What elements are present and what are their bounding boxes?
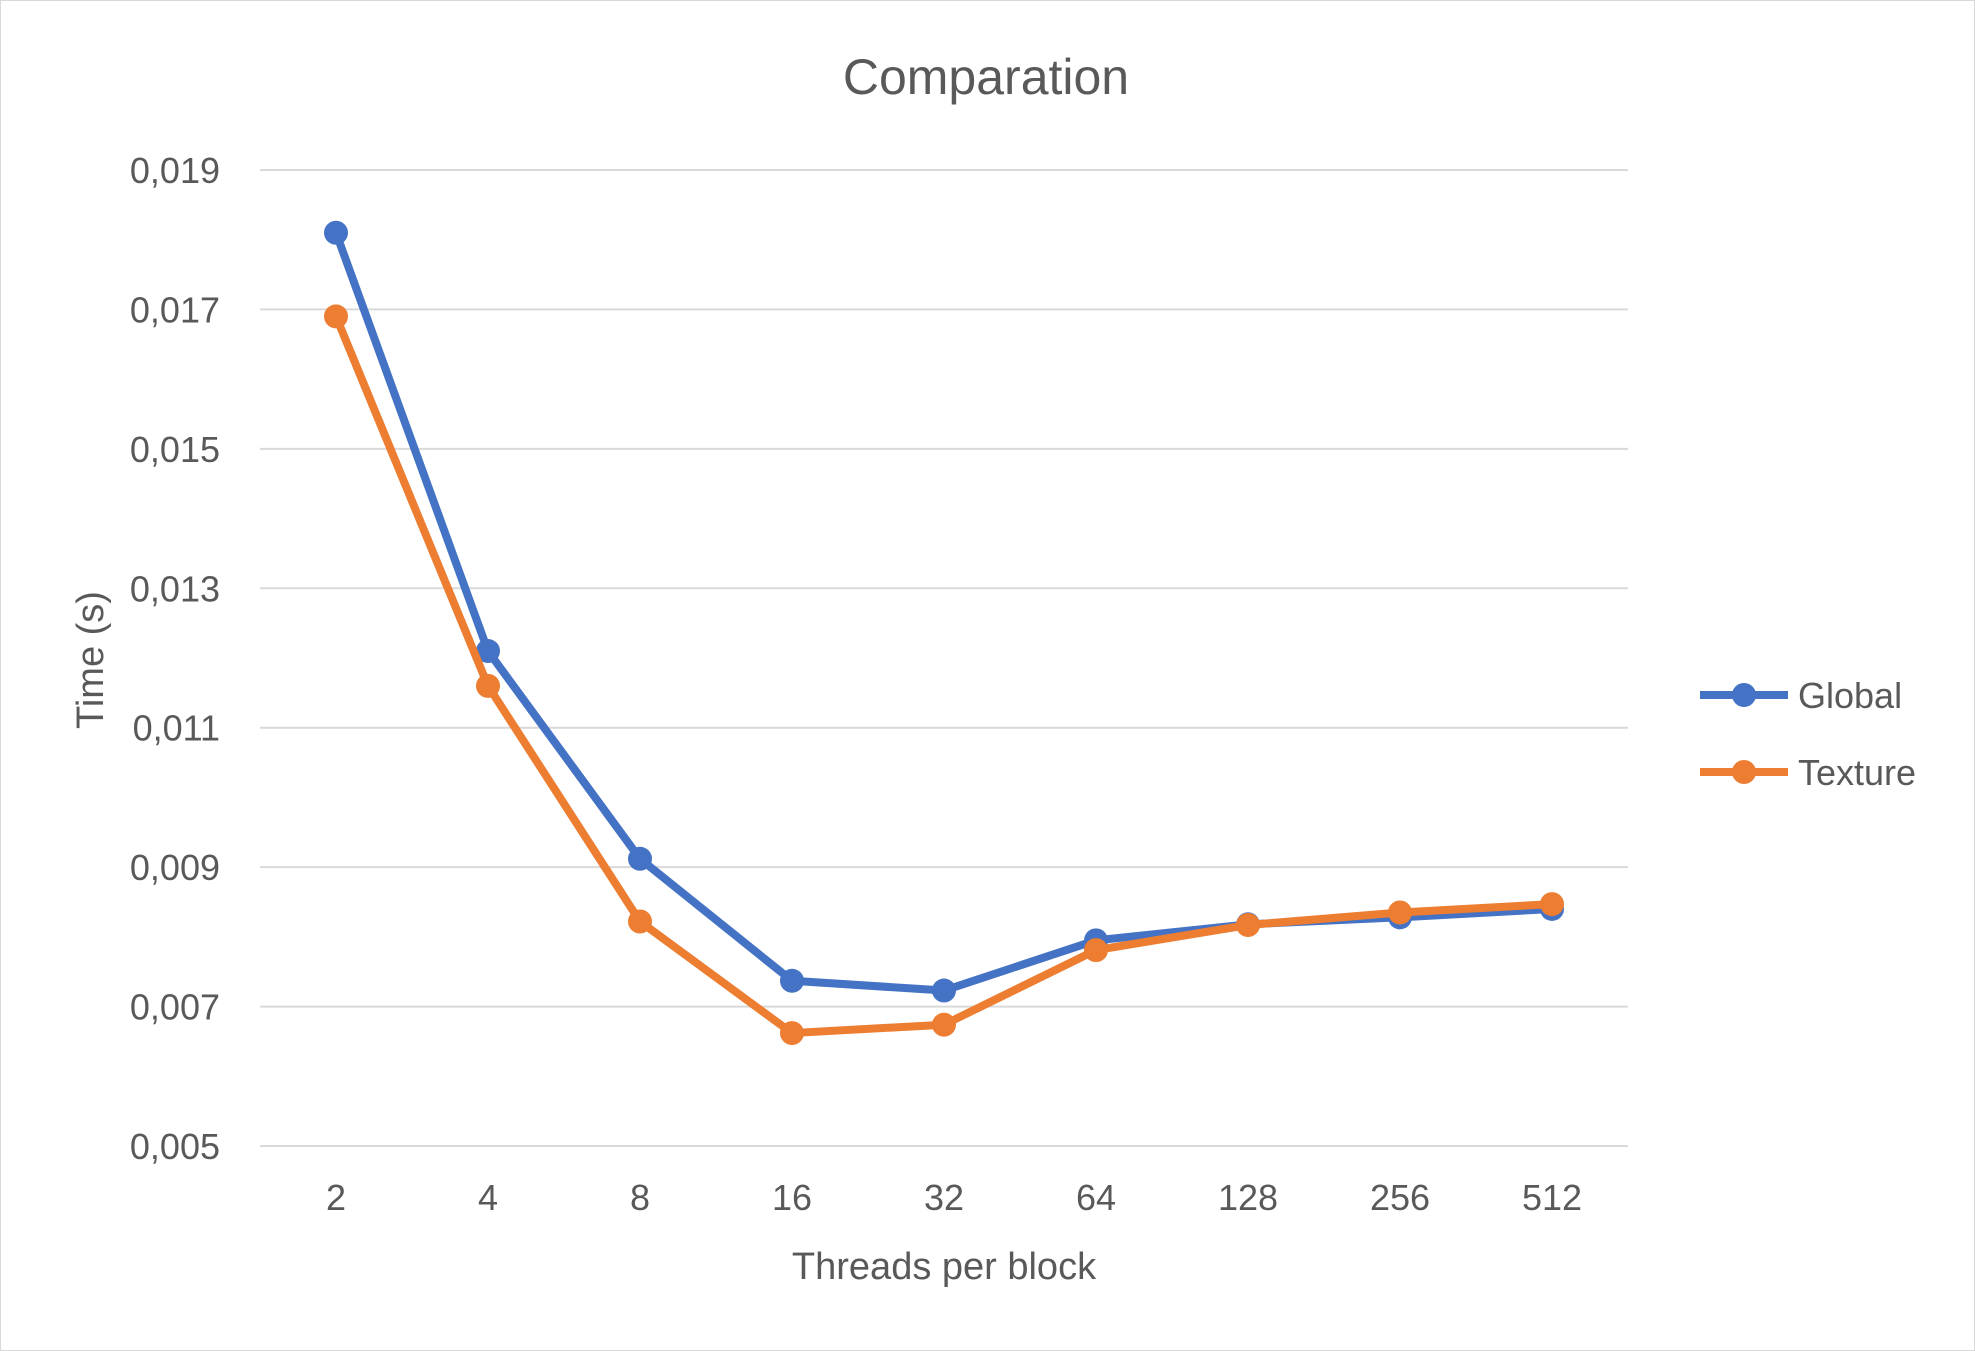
y-tick-label: 0,013 [130,568,220,609]
data-point [932,1012,956,1037]
data-point [476,673,500,698]
legend-marker [1732,760,1756,784]
y-axis-tick-labels: 0,019 0,017 0,015 0,013 0,011 0,009 0,007 0,005 [130,150,220,1167]
series-line [332,228,1556,995]
chart-title: Comparation [843,49,1129,105]
data-point [1388,900,1412,925]
data-point [1084,938,1108,963]
series-layer [324,220,1564,1046]
x-tick-label: 16 [772,1177,812,1218]
data-point [1540,892,1564,917]
data-point [476,639,500,664]
legend-label: Global [1798,675,1902,716]
data-point [324,220,348,245]
y-tick-label: 0,011 [133,708,220,749]
y-tick-label: 0,017 [130,289,220,330]
data-point [324,304,348,329]
data-point [628,909,652,934]
legend[interactable]: Global Texture [1700,675,1916,793]
x-axis-tick-labels: 2 4 8 16 32 64 128 256 512 [326,1177,1582,1218]
x-tick-label: 256 [1370,1177,1430,1218]
data-point [1236,913,1260,938]
legend-label: Texture [1798,752,1916,793]
x-tick-label: 32 [924,1177,964,1218]
x-tick-label: 512 [1522,1177,1582,1218]
data-point [780,1021,804,1046]
y-tick-label: 0,019 [130,150,220,191]
series-line [332,312,1556,1038]
y-tick-label: 0,007 [130,987,220,1028]
gridlines [260,169,1628,1147]
x-axis-label: Threads per block [792,1246,1097,1288]
legend-item-texture[interactable]: Texture [1700,752,1916,793]
series-global [324,220,1564,1003]
x-tick-label: 8 [630,1177,650,1218]
x-tick-label: 4 [478,1177,498,1218]
legend-item-global[interactable]: Global [1700,675,1902,716]
data-point [780,968,804,993]
y-tick-label: 0,015 [130,429,220,470]
series-texture [324,304,1564,1046]
x-tick-label: 128 [1218,1177,1278,1218]
y-axis-label: Time (s) [70,591,112,729]
x-tick-label: 2 [326,1177,346,1218]
legend-marker [1732,683,1756,707]
data-point [932,978,956,1003]
y-tick-label: 0,005 [130,1126,220,1167]
data-point [628,846,652,871]
x-tick-label: 64 [1076,1177,1116,1218]
y-tick-label: 0,009 [130,847,220,888]
